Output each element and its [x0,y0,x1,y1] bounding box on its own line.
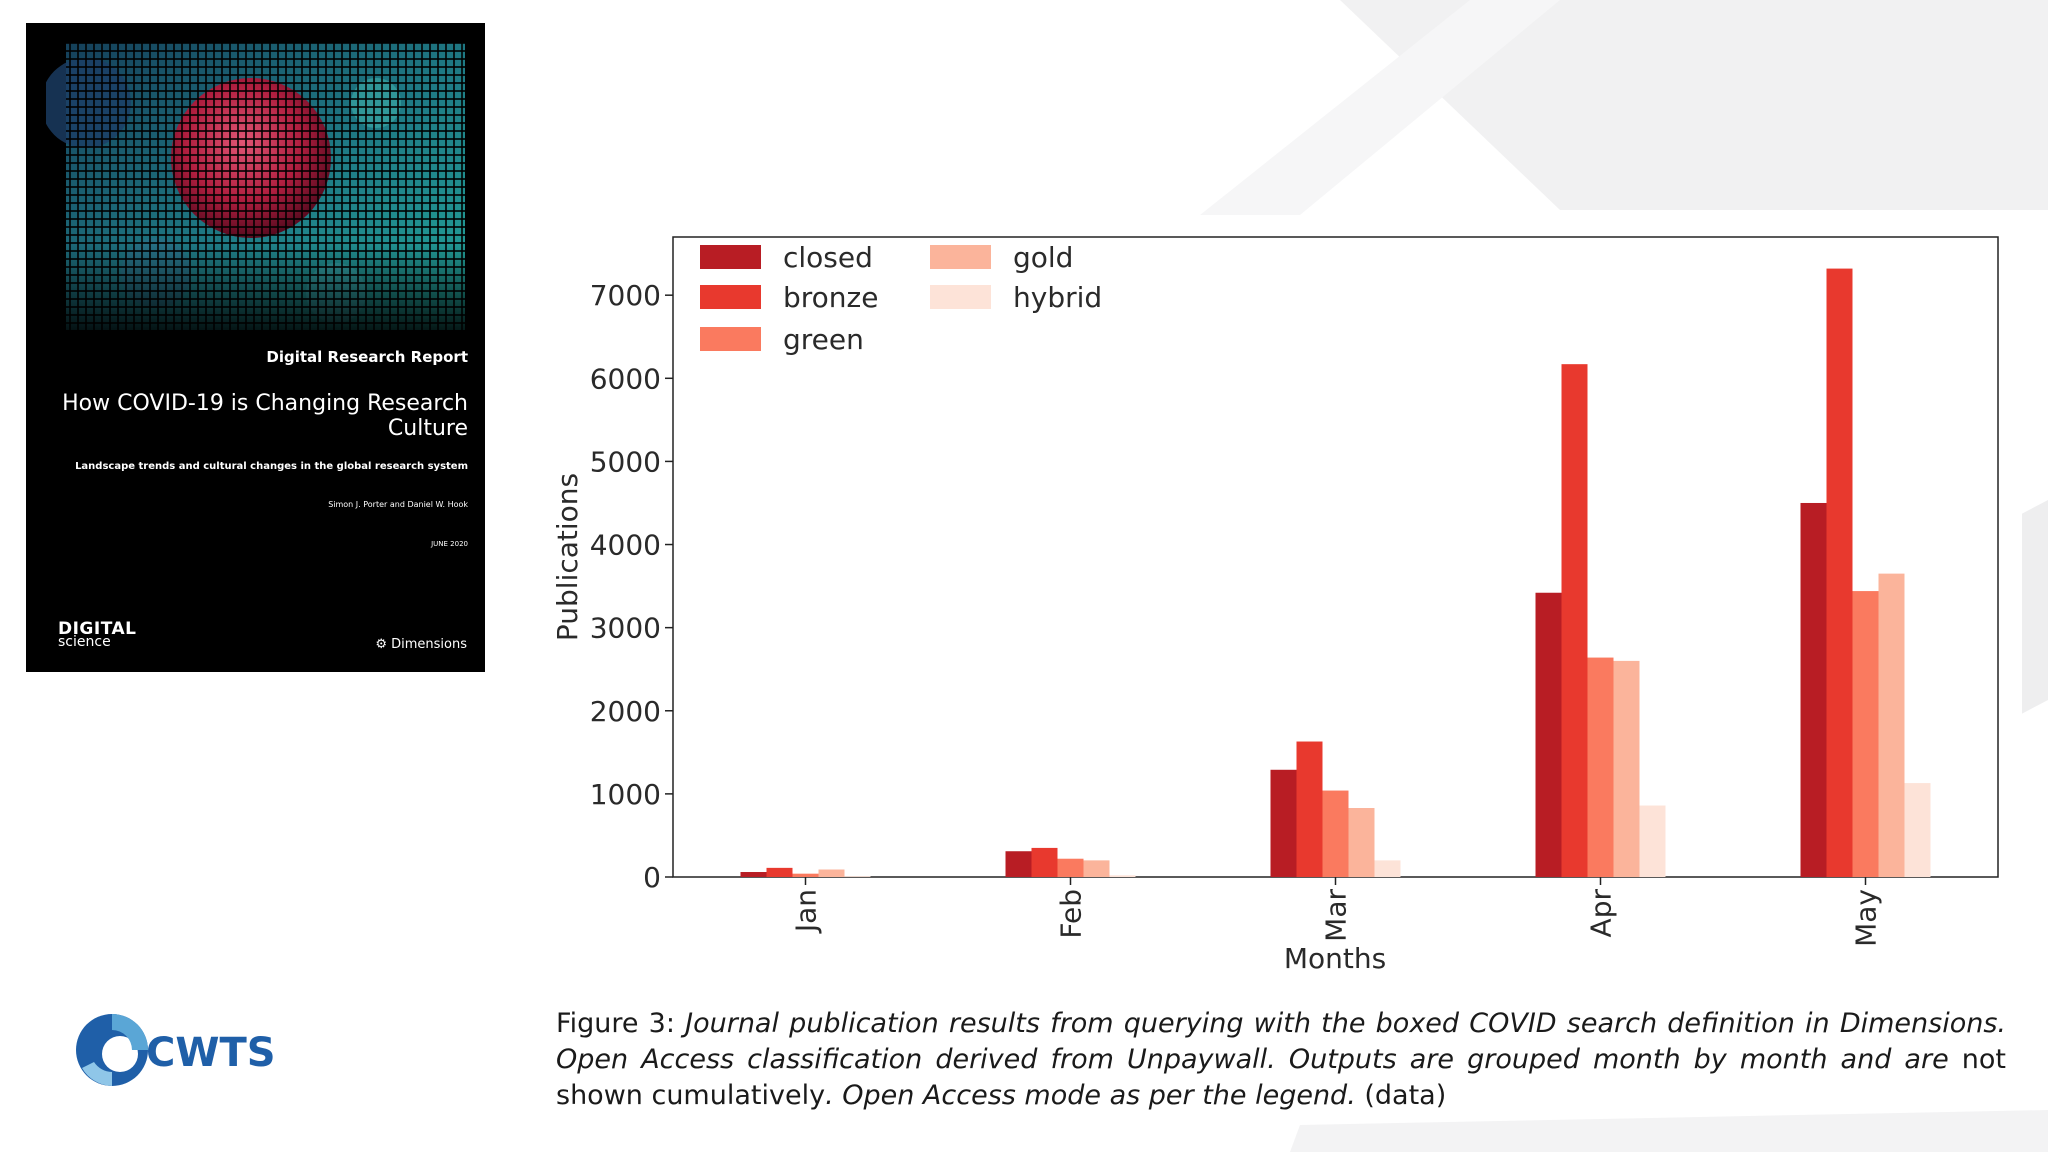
legend-label-green: green [783,323,864,356]
caption-suffix: (data) [1355,1080,1447,1111]
x-tick-label: May [1850,889,1883,947]
y-axis: 0 1000 2000 3000 4000 5000 6000 7000 [590,279,673,894]
legend-label-closed: closed [783,241,873,274]
bar-closed-may [1800,502,1827,877]
caption-italic-2: . Open Access mode as per the legend. [825,1080,1356,1111]
legend-label-hybrid: hybrid [1013,281,1102,314]
y-tick-label: 4000 [590,529,661,562]
report-cover: Digital Research Report How COVID-19 is … [26,23,485,672]
caption-italic-1: Journal publication results from queryin… [556,1008,2006,1075]
legend-label-bronze: bronze [783,281,878,314]
legend-swatch-closed [700,245,761,269]
bar-gold-mar [1348,808,1375,877]
bar-green-apr [1587,657,1614,877]
legend: closed bronze green gold hybrid [700,241,1102,356]
chart-panel: 0 1000 2000 3000 4000 5000 6000 7000 Jan Feb Mar A… [555,218,2022,988]
y-tick-label: 2000 [590,695,661,728]
publications-bar-chart: 0 1000 2000 3000 4000 5000 6000 7000 Jan Feb Mar A… [555,236,1999,975]
cwts-logo-text: CWTS [146,1030,276,1076]
bar-gold-apr [1613,660,1640,877]
bar-hybrid-feb [1109,875,1136,877]
legend-swatch-green [700,327,761,351]
report-subtitle: Landscape trends and cultural changes in… [75,461,468,472]
caption-prefix: Figure 3: [556,1008,686,1039]
bar-green-feb [1057,858,1084,877]
digital-science-logo: DIGITAL science [58,619,137,650]
bar-closed-mar [1270,769,1297,877]
bar-hybrid-may [1904,783,1931,877]
bar-green-mar [1322,790,1349,877]
report-authors: Simon J. Porter and Daniel W. Hook [328,500,468,509]
y-tick-label: 6000 [590,362,661,395]
bar-bronze-feb [1031,847,1058,877]
report-kicker: Digital Research Report [266,348,468,366]
bar-gold-feb [1083,860,1110,877]
y-axis-title: Publications [555,473,584,641]
bar-gold-may [1878,573,1905,877]
digital-science-logo-big: DIGITAL [58,619,137,639]
legend-swatch-bronze [700,285,761,309]
bar-bronze-apr [1561,364,1588,877]
plot-frame [672,236,1999,878]
x-tick-label: Mar [1320,889,1353,942]
legend-swatch-gold [930,245,991,269]
bar-bronze-may [1826,268,1853,877]
y-tick-label: 1000 [590,778,661,811]
coronavirus-image [46,43,465,330]
bar-hybrid-jan [844,876,871,877]
cwts-logo-mark [76,1014,148,1086]
bar-gold-jan [818,869,845,877]
y-tick-label: 7000 [590,279,661,312]
dimensions-logo: ⚙ Dimensions [375,637,467,652]
x-tick-label: Feb [1055,889,1088,939]
bar-bronze-mar [1296,741,1323,877]
y-tick-label: 5000 [590,445,661,478]
digital-science-logo-small: science [58,634,111,650]
legend-label-gold: gold [1013,241,1073,274]
legend-swatch-hybrid [930,285,991,309]
x-tick-label: Jan [790,889,823,934]
y-tick-label: 0 [643,861,661,894]
report-title: How COVID-19 is Changing Research Cultur… [62,391,468,441]
caption-emphasis: not shown cumulatively [556,1044,2006,1111]
bar-hybrid-apr [1639,805,1666,877]
bars-group [740,268,1931,877]
y-tick-label: 3000 [590,612,661,645]
dimensions-icon: ⚙ [375,637,387,652]
bar-closed-feb [1005,851,1032,877]
bar-closed-apr [1535,592,1562,877]
figure-caption: Figure 3: Journal publication results fr… [556,1006,2006,1114]
x-axis: Jan Feb Mar Apr May [790,877,1883,947]
dimensions-logo-text: Dimensions [391,637,467,652]
x-axis-title: Months [1284,942,1386,975]
bar-green-may [1852,591,1879,877]
bar-closed-jan [740,872,767,877]
x-tick-label: Apr [1585,889,1618,938]
bar-hybrid-mar [1374,860,1401,877]
bar-bronze-jan [766,867,793,877]
report-date: JUNE 2020 [431,540,468,548]
bar-green-jan [792,873,819,877]
